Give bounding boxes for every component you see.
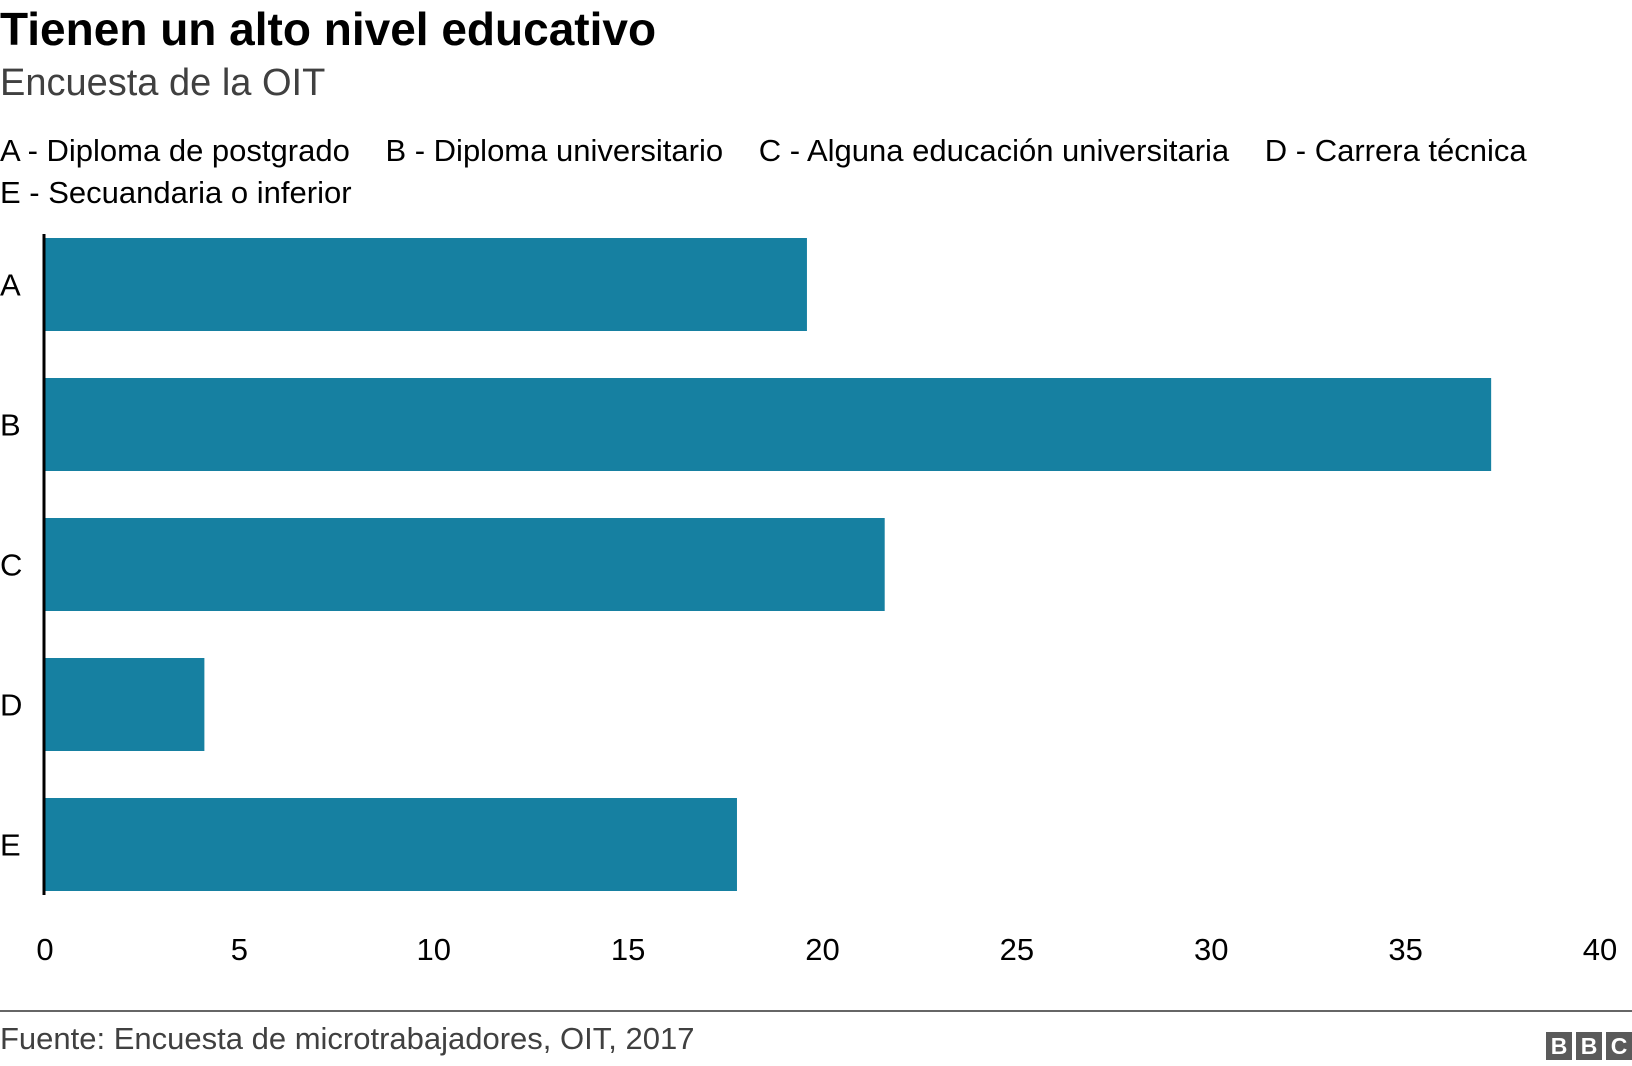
bar-a bbox=[45, 238, 807, 331]
source-note: Fuente: Encuesta de microtrabajadores, O… bbox=[0, 1021, 695, 1056]
x-tick-label: 5 bbox=[231, 932, 248, 967]
legend-entry-d: D - Carrera técnica bbox=[1264, 133, 1527, 168]
bbc-logo-letter: B bbox=[1546, 1032, 1572, 1060]
x-tick-label: 30 bbox=[1194, 932, 1228, 967]
x-tick-label: 35 bbox=[1388, 932, 1422, 967]
category-label-d: D bbox=[0, 688, 22, 723]
legend-entry-a: A - Diploma de postgrado bbox=[0, 133, 350, 168]
x-tick-label: 40 bbox=[1583, 932, 1617, 967]
bar-e bbox=[45, 798, 737, 891]
x-tick-label: 20 bbox=[805, 932, 839, 967]
category-label-a: A bbox=[0, 268, 21, 303]
bar-d bbox=[45, 658, 205, 751]
footer-divider bbox=[0, 1010, 1632, 1012]
x-tick-label: 10 bbox=[417, 932, 451, 967]
legend-entry-c: C - Alguna educación universitaria bbox=[758, 133, 1230, 168]
legend-row-2: E - Secuandaria o inferior bbox=[0, 172, 1600, 214]
bbc-logo: B B C bbox=[1546, 1032, 1632, 1060]
legend: A - Diploma de postgrado B - Diploma uni… bbox=[0, 130, 1600, 214]
x-tick-label: 15 bbox=[611, 932, 645, 967]
legend-row-1: A - Diploma de postgrado B - Diploma uni… bbox=[0, 130, 1600, 172]
bbc-logo-letter: B bbox=[1576, 1032, 1602, 1060]
x-tick-label: 25 bbox=[1000, 932, 1034, 967]
bar-c bbox=[45, 518, 885, 611]
chart-subtitle: Encuesta de la OIT bbox=[0, 62, 326, 104]
category-label-c: C bbox=[0, 548, 22, 583]
category-label-e: E bbox=[0, 828, 21, 863]
bar-b bbox=[45, 378, 1492, 471]
bar-chart: A B C D E 0 5 10 15 20 25 30 35 40 bbox=[0, 234, 1617, 967]
bbc-logo-letter: C bbox=[1606, 1032, 1632, 1060]
x-tick-label: 0 bbox=[36, 932, 53, 967]
legend-entry-b: B - Diploma universitario bbox=[385, 133, 724, 168]
legend-entry-e: E - Secuandaria o inferior bbox=[0, 175, 352, 210]
chart-title: Tienen un alto nivel educativo bbox=[0, 3, 657, 55]
category-label-b: B bbox=[0, 408, 21, 443]
